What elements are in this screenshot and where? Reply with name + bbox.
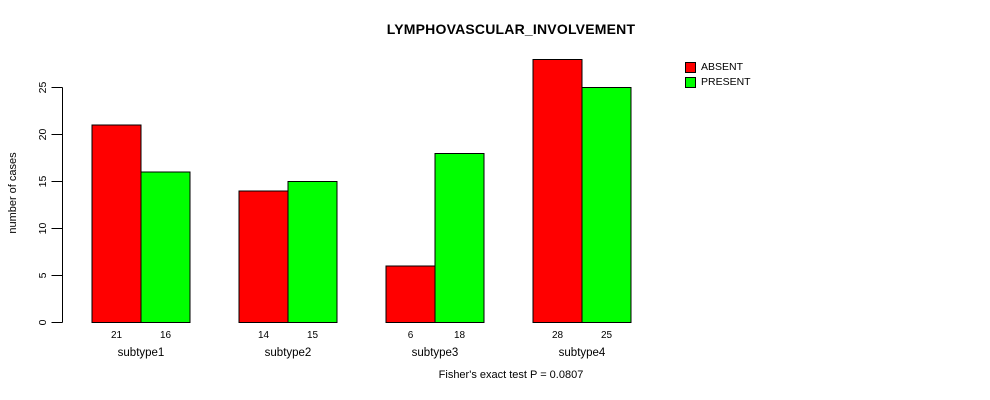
bar-value-label: 25 [601, 330, 613, 341]
x-category-label: subtype1 [118, 347, 165, 359]
legend-swatch-absent [685, 62, 696, 73]
bar-absent-subtype1 [91, 124, 142, 323]
bar-absent-subtype2 [238, 190, 289, 323]
y-tick-label: 10 [37, 223, 49, 235]
legend-swatch-present [685, 77, 696, 88]
bar-absent-subtype3 [385, 265, 436, 324]
bar-value-label: 21 [111, 330, 123, 341]
bar-present-subtype2 [287, 181, 338, 323]
bar-value-label: 16 [160, 330, 172, 341]
statistical-test-annotation: Fisher's exact test P = 0.0807 [438, 369, 584, 381]
bar-value-label: 15 [307, 330, 319, 341]
bar-present-subtype1 [140, 171, 191, 323]
bar-value-label: 28 [552, 330, 564, 341]
bar-value-label: 6 [408, 330, 414, 341]
bar-value-label: 18 [454, 330, 466, 341]
bar-present-subtype4 [581, 87, 632, 323]
y-tick-label: 5 [37, 272, 49, 278]
legend-label-absent: ABSENT [701, 61, 744, 73]
bar-present-subtype3 [434, 152, 485, 323]
y-tick-label: 0 [37, 319, 49, 325]
y-tick-label: 15 [37, 176, 49, 188]
y-tick-label: 25 [37, 82, 49, 94]
legend: ABSENT PRESENT [685, 61, 751, 89]
x-category-label: subtype4 [559, 347, 606, 359]
legend-item-absent: ABSENT [685, 61, 751, 74]
bar-absent-subtype4 [532, 58, 583, 324]
y-tick-label: 20 [37, 129, 49, 141]
x-category-label: subtype3 [412, 347, 459, 359]
legend-label-present: PRESENT [701, 76, 751, 88]
chart-title: LYMPHOVASCULAR_INVOLVEMENT [386, 21, 636, 37]
x-category-label: subtype2 [265, 347, 312, 359]
bar-value-label: 14 [258, 330, 270, 341]
legend-item-present: PRESENT [685, 76, 751, 89]
